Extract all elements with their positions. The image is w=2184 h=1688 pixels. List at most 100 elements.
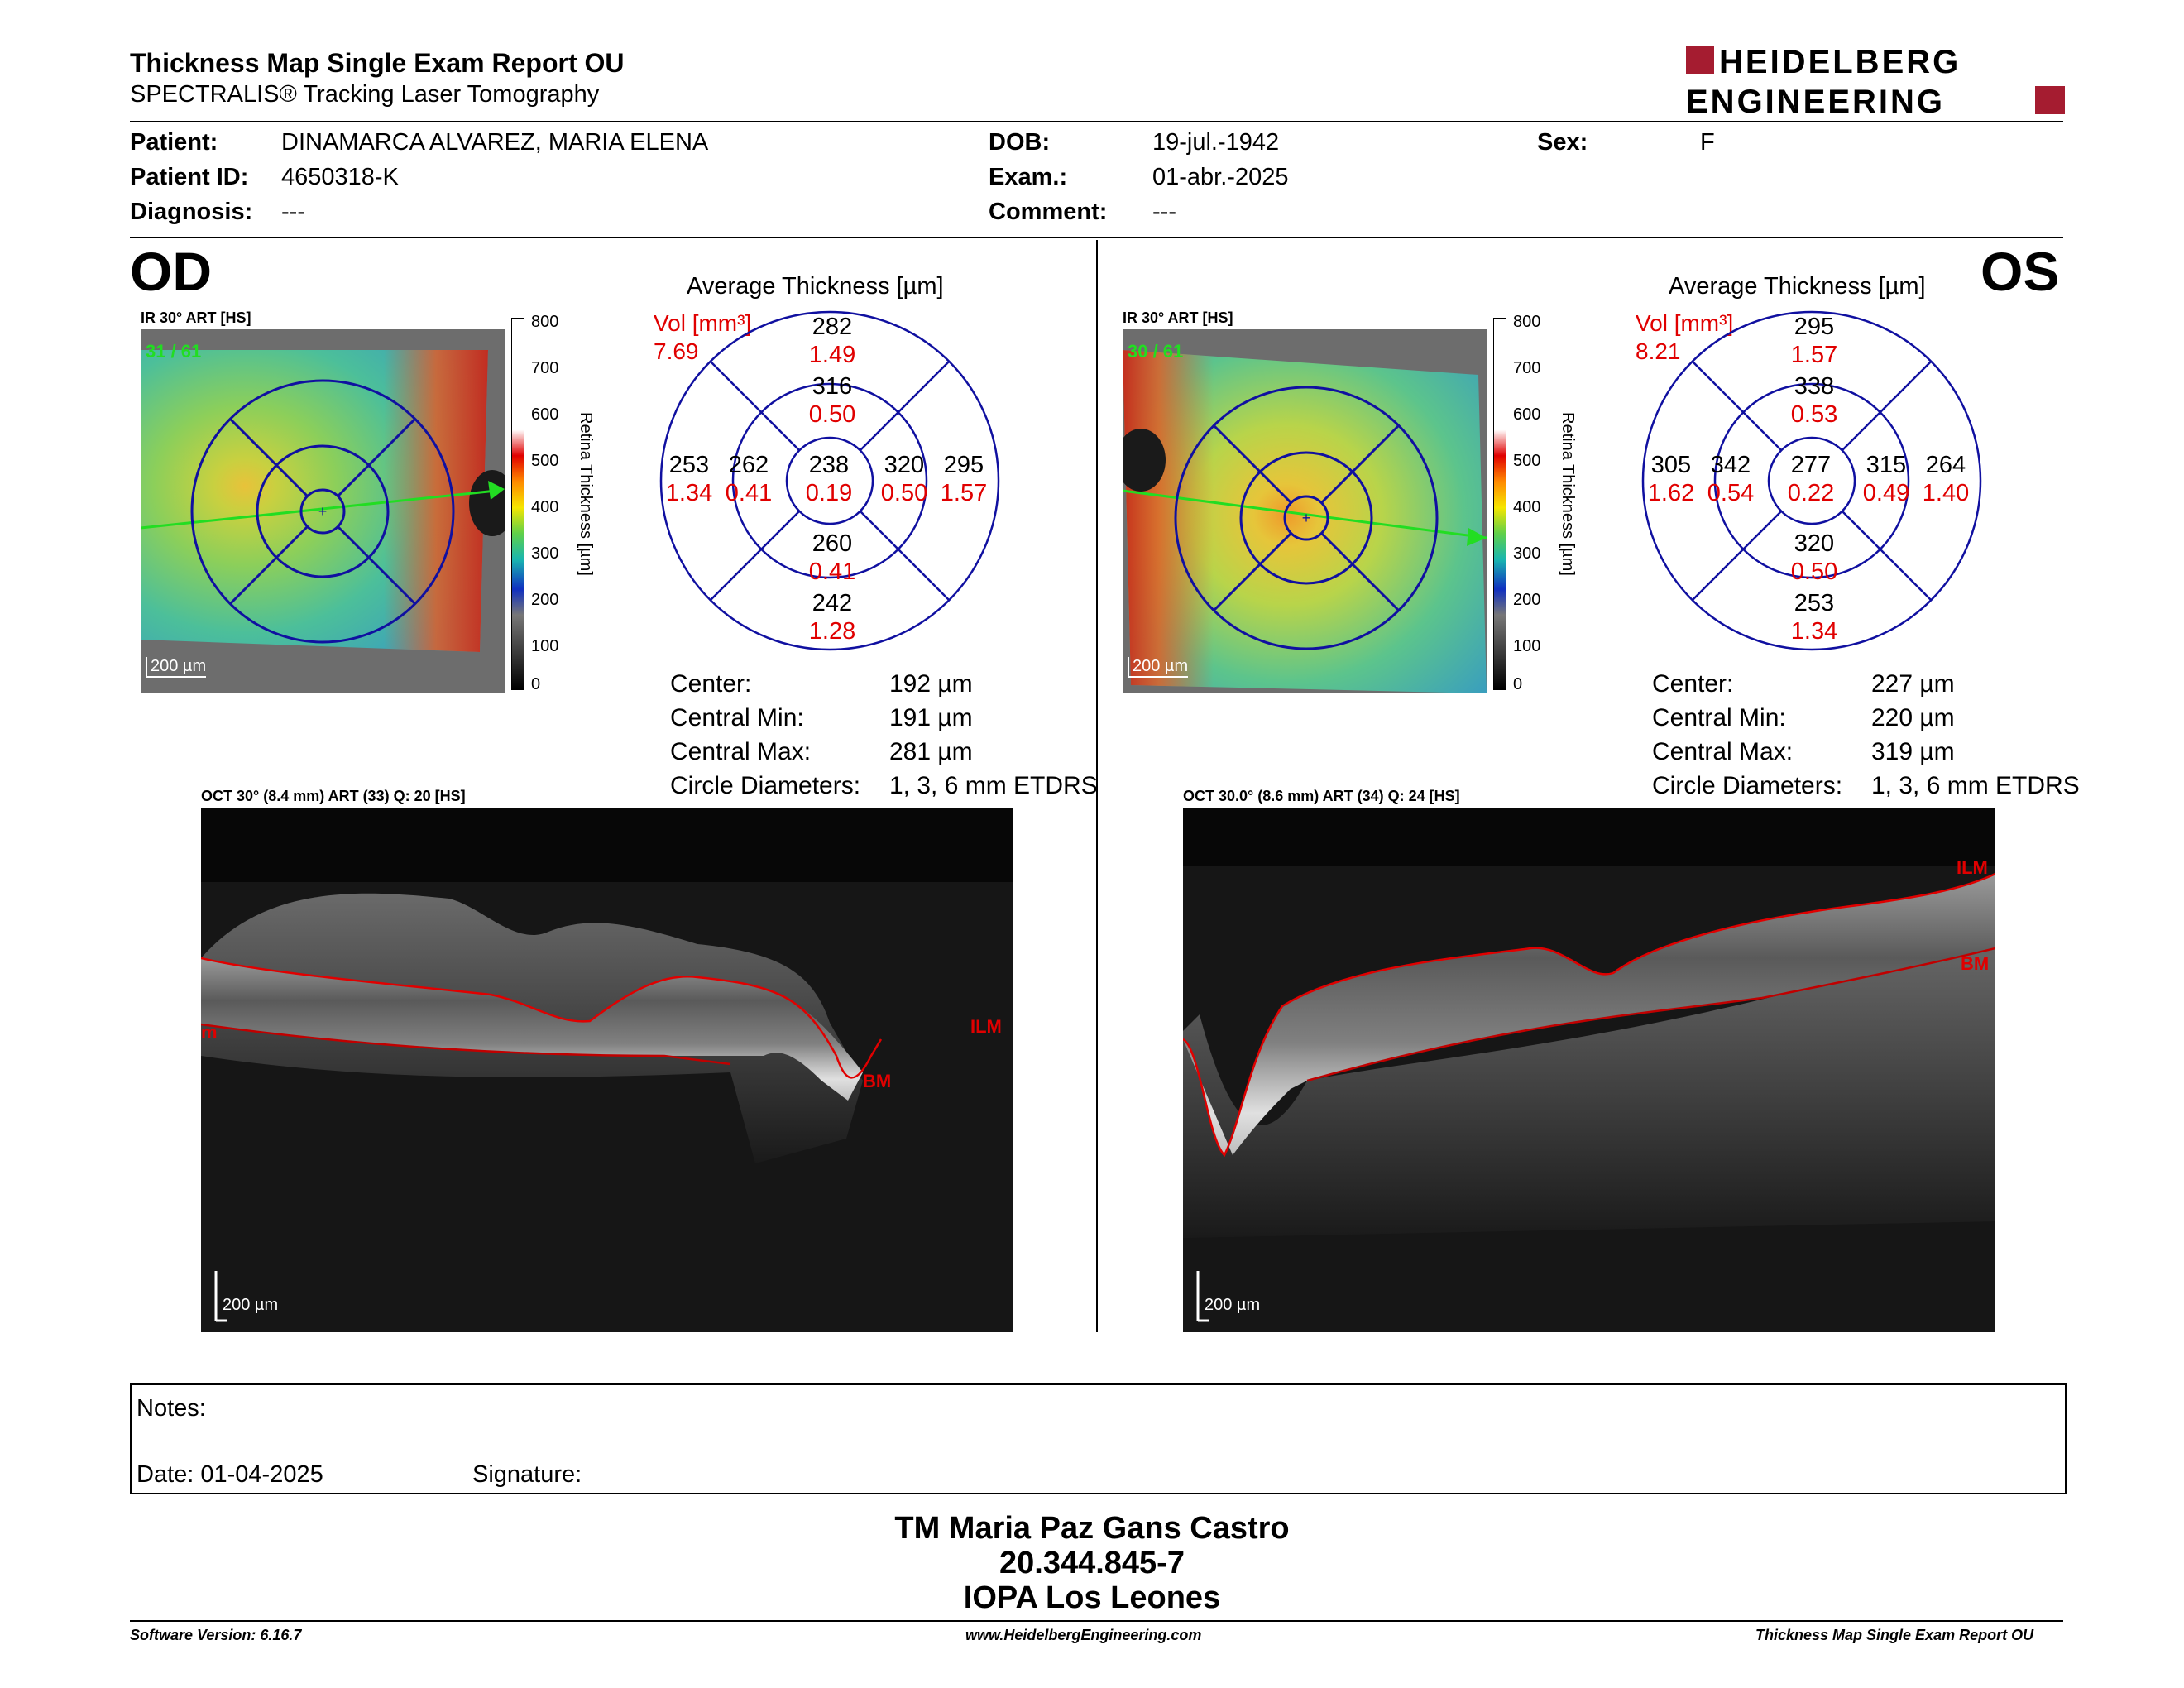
od-bm-label: BM <box>863 1071 892 1091</box>
diagnosis-label: Diagnosis: <box>130 199 253 225</box>
od-fundus-image: + 31 / 61 200 µm <box>141 329 505 693</box>
report-title: Thickness Map Single Exam Report OU <box>130 48 625 78</box>
footer-rule <box>130 1620 2063 1622</box>
os-sector-inner-nas: 315 0.49 <box>1862 452 1910 506</box>
od-oct-scale: 200 µm <box>223 1296 279 1314</box>
exam-label: Exam.: <box>989 164 1068 190</box>
os-sector-inner-sup: 338 0.53 <box>1790 373 1838 428</box>
od-stats: Center: 192 µm Central Min: 191 µm Central… <box>670 670 1098 799</box>
os-frame-count: 30 / 61 <box>1128 341 1184 362</box>
svg-text:+: + <box>1302 510 1311 526</box>
colorbar-tick: 600 <box>1513 405 1541 424</box>
colorbar-tick: 600 <box>531 405 559 424</box>
os-fundus-scale: 200 µm <box>1128 657 1189 678</box>
os-bm-label: BM <box>1961 953 1990 974</box>
dob-label: DOB: <box>989 129 1051 156</box>
od-oct-label: OCT 30° (8.4 mm) ART (33) Q: 20 [HS] <box>201 788 466 804</box>
os-fundus-image: + 30 / 61 200 µm <box>1123 329 1487 693</box>
colorbar-title: Retina Thickness [µm] <box>577 412 595 576</box>
os-avg-title: Average Thickness [µm] <box>1669 273 1926 300</box>
od-sector-center: 238 0.19 <box>805 452 853 506</box>
software-version: Software Version: 6.16.7 <box>130 1627 302 1643</box>
logo-line1: HEIDELBERG <box>1719 44 1961 80</box>
patient-label: Patient: <box>130 129 218 156</box>
os-sector-outer-temp: 305 1.62 <box>1647 452 1695 506</box>
os-etdrs-grid <box>1641 310 1982 651</box>
colorbar-tick: 800 <box>531 313 559 331</box>
exam-value: 01-abr.-2025 <box>1152 164 1289 190</box>
os-vol-total: 8.21 <box>1636 338 1681 364</box>
colorbar-tick: 700 <box>1513 359 1541 377</box>
od-sector-inner-temp: 262 0.41 <box>725 452 773 506</box>
notes-label: Notes: <box>136 1395 206 1422</box>
dob-value: 19-jul.-1942 <box>1152 129 1280 156</box>
od-oct-scan: ILM BM m 200 µm <box>201 808 1013 1332</box>
colorbar-title: Retina Thickness [µm] <box>1559 412 1577 576</box>
od-eye-label: OD <box>130 241 212 302</box>
footer-org: IOPA Los Leones <box>963 1580 1221 1615</box>
colorbar-tick: 500 <box>531 452 559 470</box>
od-sector-inner-inf: 260 0.41 <box>808 530 856 585</box>
notes-box: Notes: Date: 01-04-2025 Signature: <box>130 1383 2067 1494</box>
colorbar-tick: 400 <box>1513 498 1541 516</box>
od-vol-total: 7.69 <box>654 338 699 364</box>
colorbar-tick: 800 <box>1513 313 1541 331</box>
os-oct-scan: ILM BM 200 µm <box>1183 808 1995 1332</box>
colorbar-tick: 100 <box>1513 637 1541 655</box>
colorbar-tick: 100 <box>531 637 559 655</box>
patient-name: DINAMARCA ALVAREZ, MARIA ELENA <box>281 129 709 156</box>
footer-rut: 20.344.845-7 <box>999 1546 1185 1580</box>
sex-value: F <box>1700 129 1715 156</box>
report-subtitle: SPECTRALIS® Tracking Laser Tomography <box>130 81 600 108</box>
patient-rule <box>130 237 2063 238</box>
os-sector-outer-nas: 264 1.40 <box>1922 452 1970 506</box>
os-vol-label: Vol [mm³] <box>1636 310 1734 336</box>
od-sector-outer-inf: 242 1.28 <box>808 590 856 645</box>
diagnosis-value: --- <box>281 199 305 225</box>
eye-divider <box>1096 240 1098 1332</box>
os-oct-label: OCT 30.0° (8.6 mm) ART (34) Q: 24 [HS] <box>1183 788 1460 804</box>
colorbar-tick: 200 <box>531 591 559 609</box>
patient-id-label: Patient ID: <box>130 164 249 190</box>
os-ir-label: IR 30° ART [HS] <box>1123 309 1233 326</box>
colorbar-tick: 500 <box>1513 452 1541 470</box>
os-sector-inner-temp: 342 0.54 <box>1707 452 1755 506</box>
od-etdrs-grid <box>659 310 1000 651</box>
od-fundus-scale: 200 µm <box>146 657 207 678</box>
colorbar-tick: 700 <box>531 359 559 377</box>
os-sector-center: 277 0.22 <box>1787 452 1835 506</box>
notes-signature: Signature: <box>472 1461 582 1488</box>
patient-id: 4650318-K <box>281 164 399 190</box>
od-ilm-label: ILM <box>970 1016 1002 1037</box>
footer-name: TM Maria Paz Gans Castro <box>894 1511 1290 1546</box>
os-stats: Center: 227 µm Central Min: 220 µm Central… <box>1652 670 2080 799</box>
os-oct-scale: 200 µm <box>1205 1296 1261 1314</box>
colorbar-tick: 200 <box>1513 591 1541 609</box>
od-sector-outer-temp: 253 1.34 <box>665 452 713 506</box>
colorbar-tick: 400 <box>531 498 559 516</box>
od-sector-outer-nas: 295 1.57 <box>940 452 988 506</box>
footer-report-title: Thickness Map Single Exam Report OU <box>1755 1627 2034 1643</box>
od-sector-outer-sup: 282 1.49 <box>808 314 856 368</box>
od-vol-label: Vol [mm³] <box>654 310 752 336</box>
od-sector-inner-nas: 320 0.50 <box>880 452 928 506</box>
notes-date: Date: 01-04-2025 <box>136 1461 323 1488</box>
od-sector-inner-sup: 316 0.50 <box>808 373 856 428</box>
od-colorbar: 800 700 600 500 400 300 200 100 0 Retina… <box>511 313 611 693</box>
heidelberg-logo: HEIDELBERG ENGINEERING <box>1686 44 2065 117</box>
colorbar-tick: 0 <box>531 675 541 693</box>
header-rule <box>130 121 2063 122</box>
sex-label: Sex: <box>1537 129 1588 156</box>
colorbar-tick: 300 <box>1513 544 1541 563</box>
website-link[interactable]: www.HeidelbergEngineering.com <box>965 1627 1202 1643</box>
logo-line2: ENGINEERING <box>1686 84 1945 117</box>
svg-text:+: + <box>318 503 328 520</box>
os-sector-outer-sup: 295 1.57 <box>1790 314 1838 368</box>
os-ilm-label: ILM <box>1956 857 1988 878</box>
od-ir-label: IR 30° ART [HS] <box>141 309 251 326</box>
colorbar-tick: 300 <box>531 544 559 563</box>
os-eye-label: OS <box>1980 241 2060 302</box>
comment-label: Comment: <box>989 199 1108 225</box>
od-avg-title: Average Thickness [µm] <box>687 273 944 300</box>
os-colorbar: 800 700 600 500 400 300 200 100 0 Retina… <box>1493 313 1592 693</box>
